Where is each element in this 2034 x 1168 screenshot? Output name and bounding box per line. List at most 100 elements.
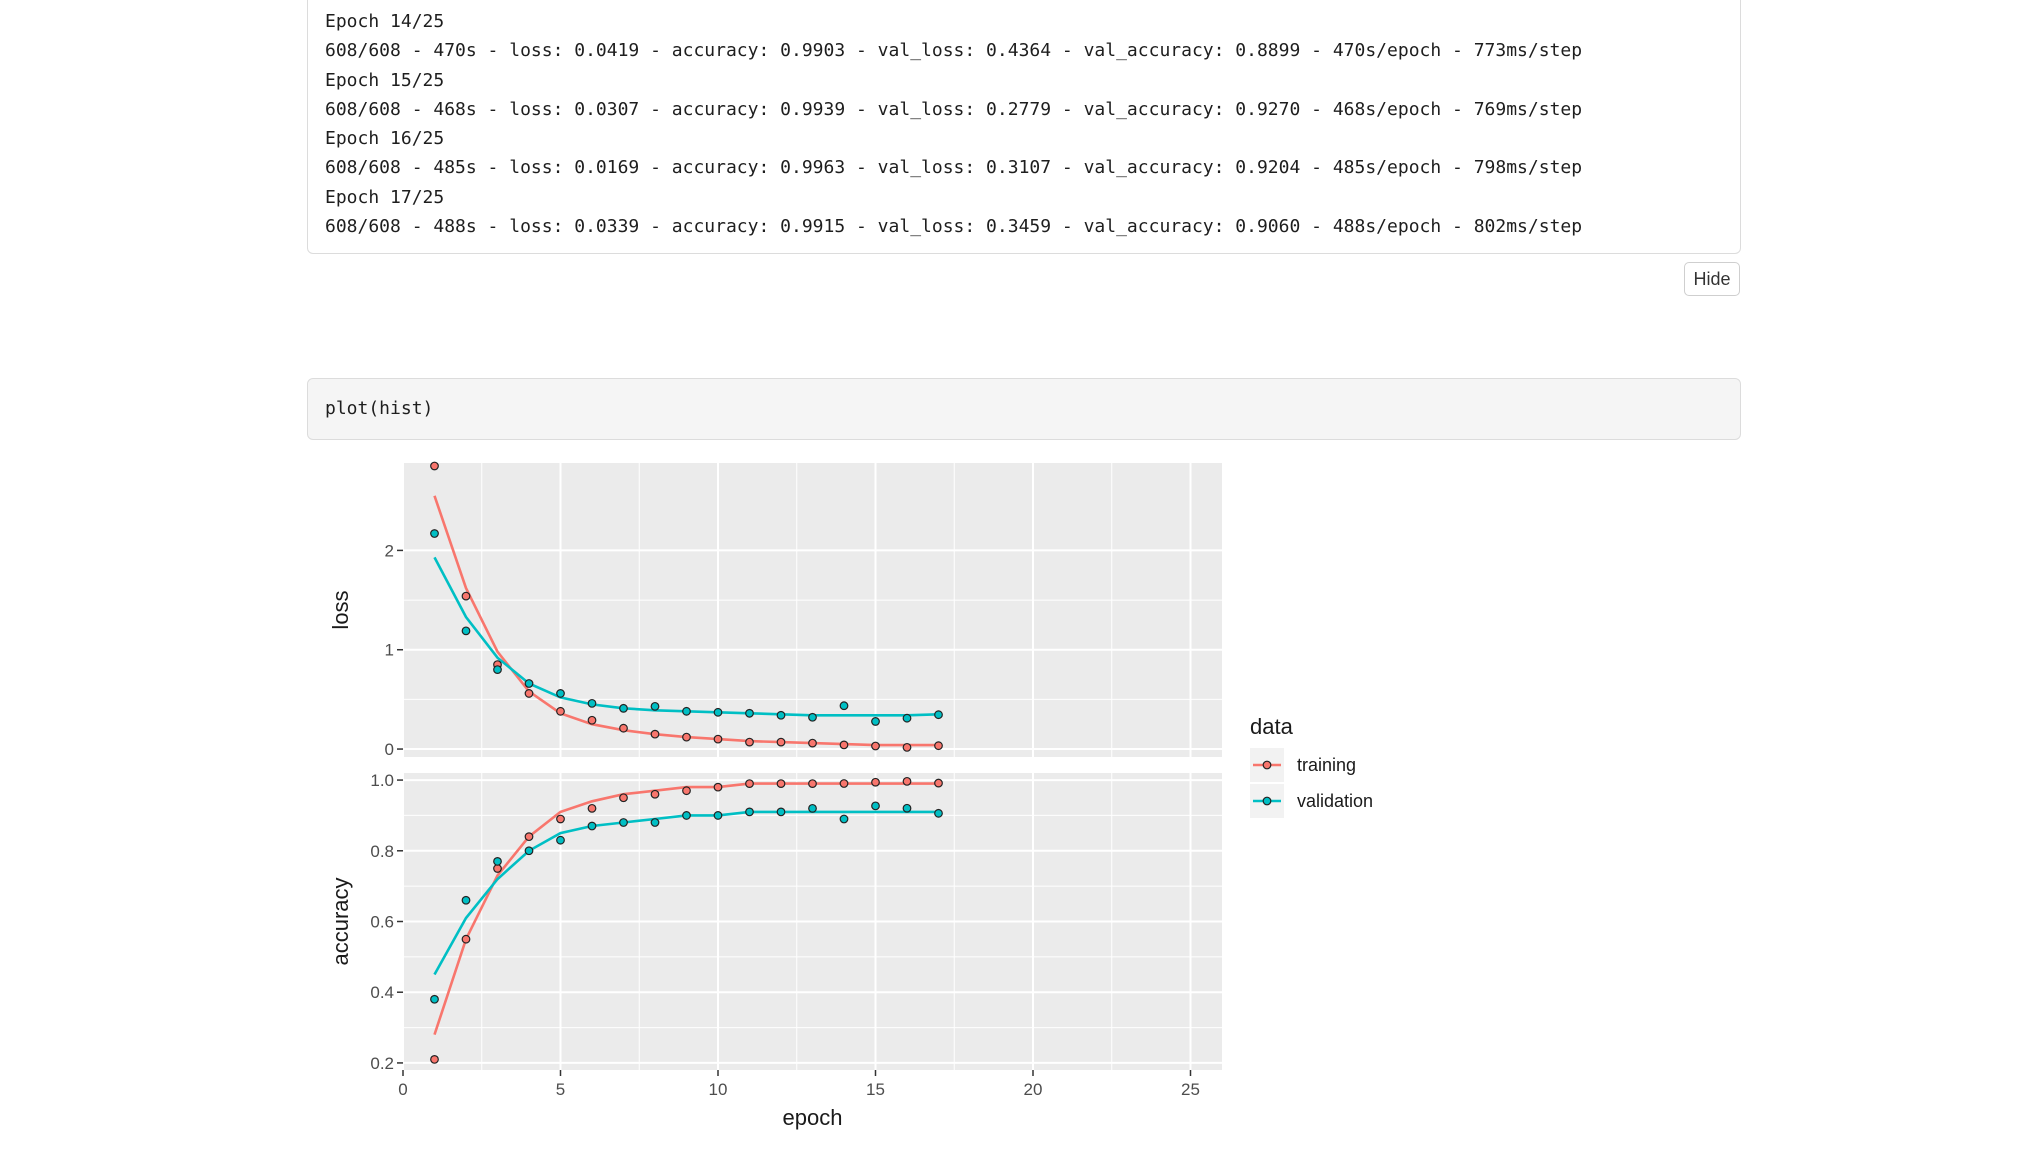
data-point-training <box>934 741 943 751</box>
x-axis-title: epoch <box>783 1105 843 1130</box>
hide-output-button[interactable]: Hide <box>1684 262 1740 296</box>
data-point-training <box>524 689 534 698</box>
data-point-validation <box>808 803 817 813</box>
data-point-validation <box>871 801 880 811</box>
code-cell[interactable]: plot(hist) <box>307 378 1741 440</box>
data-point-validation <box>619 703 628 713</box>
data-point-training <box>682 732 691 742</box>
y-tick-label: 0.4 <box>370 983 394 1002</box>
data-point-training <box>587 803 597 813</box>
data-point-training <box>650 729 660 739</box>
y-tick-label: 0 <box>385 740 394 759</box>
data-point-validation <box>839 701 849 711</box>
training-history-chart: 0 1 2 loss 0.2 0.4 0.6 0.8 1.0 accuracy 0 5 10 15 20 25… <box>328 461 1373 1130</box>
x-tick-label: 10 <box>709 1080 728 1099</box>
y-tick-label: 1 <box>385 641 394 660</box>
y-tick-label: 2 <box>385 541 394 560</box>
legend-label-validation: validation <box>1297 791 1373 811</box>
y-axis-title-accuracy: accuracy <box>328 877 353 965</box>
data-point-validation <box>902 803 912 813</box>
legend: data training validation <box>1250 714 1373 818</box>
console-output-block: Epoch 14/25 608/608 - 470s - loss: 0.041… <box>307 0 1741 254</box>
data-point-training <box>650 789 660 799</box>
data-point-validation <box>839 814 849 824</box>
data-point-training <box>524 832 534 842</box>
data-point-training <box>871 777 880 787</box>
legend-key-point-training <box>1262 760 1272 770</box>
y-tick-label: 0.2 <box>370 1054 394 1073</box>
data-point-training <box>745 737 754 747</box>
x-tick-label: 0 <box>398 1080 407 1099</box>
data-point-training <box>902 742 912 752</box>
data-point-training <box>808 779 817 789</box>
data-point-training <box>745 779 754 789</box>
data-point-validation <box>902 713 912 723</box>
data-point-validation <box>745 708 754 718</box>
data-point-validation <box>745 807 754 817</box>
data-point-training <box>839 740 849 750</box>
data-point-validation <box>934 710 943 720</box>
console-line: 608/608 - 485s - loss: 0.0169 - accuracy… <box>325 157 1583 179</box>
panel-accuracy: 0.2 0.4 0.6 0.8 1.0 accuracy <box>328 771 1222 1073</box>
data-point-validation <box>713 811 723 820</box>
console-line: 608/608 - 488s - loss: 0.0339 - accuracy… <box>325 216 1583 238</box>
data-point-training <box>430 1054 439 1064</box>
console-line: Epoch 16/25 <box>325 128 445 150</box>
y-tick-label: 0.6 <box>370 913 394 932</box>
data-point-validation <box>776 710 786 720</box>
data-point-training <box>556 814 565 824</box>
data-point-validation <box>430 529 439 538</box>
x-tick-label: 5 <box>556 1080 565 1099</box>
data-point-training <box>587 715 597 725</box>
data-point-validation <box>776 807 786 817</box>
data-point-validation <box>871 717 880 726</box>
data-point-training <box>461 591 471 601</box>
data-point-training <box>839 779 849 788</box>
data-point-training <box>619 723 628 733</box>
data-point-validation <box>556 689 565 698</box>
data-point-training <box>902 776 912 786</box>
data-point-validation <box>682 706 691 716</box>
y-tick-label: 1.0 <box>370 771 394 790</box>
code-text: plot(hist) <box>325 398 434 419</box>
x-tick-label: 20 <box>1024 1080 1043 1099</box>
legend-title: data <box>1250 714 1294 739</box>
data-point-validation <box>934 808 943 818</box>
data-point-validation <box>524 679 534 688</box>
data-point-validation <box>556 835 565 845</box>
x-tick-label: 15 <box>866 1080 885 1099</box>
data-point-validation <box>619 818 628 827</box>
data-point-training <box>713 782 723 792</box>
data-point-training <box>556 706 565 716</box>
data-point-validation <box>808 712 817 722</box>
panel-loss: 0 1 2 loss <box>328 461 1222 759</box>
data-point-validation <box>430 994 439 1004</box>
data-point-validation <box>493 856 502 866</box>
data-point-training <box>430 461 439 471</box>
console-line: Epoch 14/25 <box>325 11 445 32</box>
x-tick-label: 25 <box>1181 1080 1200 1099</box>
data-point-validation <box>461 895 471 905</box>
console-line: Epoch 17/25 <box>325 186 445 208</box>
console-line: 608/608 - 470s - loss: 0.0419 - accuracy… <box>325 40 1583 62</box>
data-point-training <box>776 737 786 747</box>
data-point-validation <box>461 626 471 636</box>
data-point-training <box>619 793 628 803</box>
legend-key-point-validation <box>1262 796 1272 806</box>
data-point-validation <box>682 811 691 820</box>
y-axis-title-loss: loss <box>328 590 353 629</box>
data-point-training <box>871 741 880 751</box>
data-point-validation <box>650 701 660 711</box>
console-line: 608/608 - 468s - loss: 0.0307 - accuracy… <box>325 98 1583 120</box>
console-output-text: Epoch 14/25 608/608 - 470s - loss: 0.041… <box>308 0 1740 241</box>
data-point-training <box>682 786 691 796</box>
data-point-validation <box>524 846 534 856</box>
data-point-training <box>776 779 786 789</box>
legend-label-training: training <box>1297 755 1356 775</box>
chart-panels: 0 1 2 loss 0.2 0.4 0.6 0.8 1.0 accuracy 0 5 10 15 20 25 <box>328 461 1222 1099</box>
data-point-training <box>934 778 943 788</box>
data-point-validation <box>493 665 502 674</box>
data-point-validation <box>587 698 597 708</box>
data-point-training <box>461 934 471 944</box>
data-point-validation <box>587 821 597 831</box>
